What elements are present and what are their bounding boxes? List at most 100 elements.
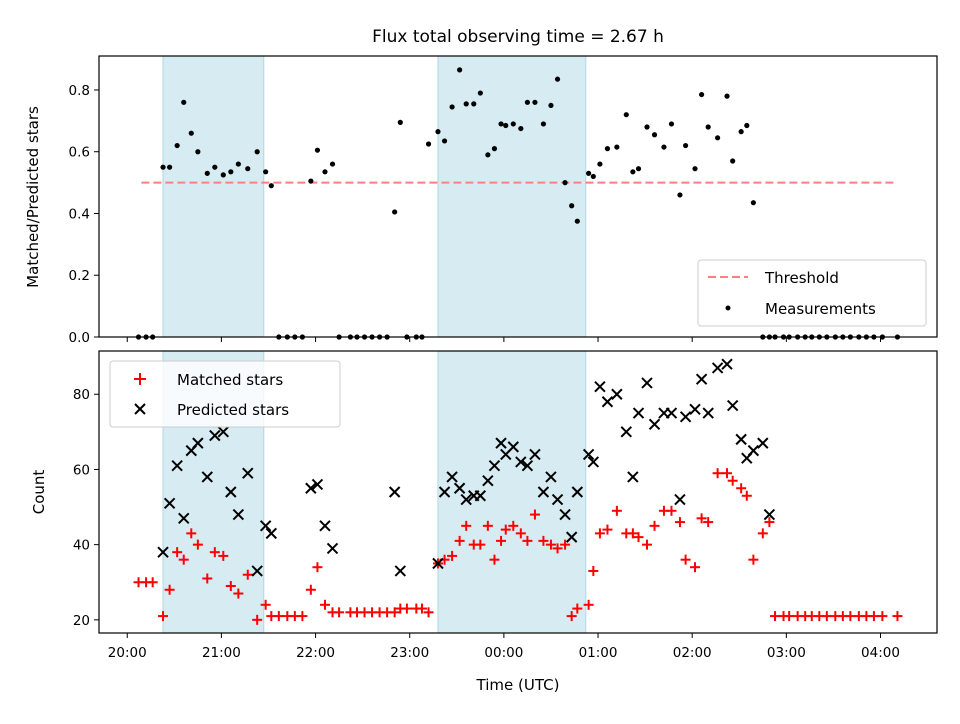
- predicted-stars-point-b: [495, 437, 507, 449]
- predicted-stars-point: [611, 388, 623, 400]
- predicted-stars-point-b: [232, 508, 245, 521]
- x-tick-label: 04:00: [861, 645, 900, 661]
- measurement-point: [449, 104, 455, 110]
- measurement-point: [254, 149, 260, 155]
- measurement-point: [235, 161, 241, 167]
- predicted-stars-point-b: [242, 467, 254, 479]
- matched-stars-point: [649, 520, 660, 531]
- measurement-point: [441, 138, 448, 144]
- predicted-stars-point: [259, 520, 272, 532]
- measurement-point: [630, 169, 636, 175]
- measurement-point: [614, 144, 620, 150]
- measurement-point: [503, 122, 509, 129]
- matched-stars-point: [515, 528, 526, 539]
- measurement-point: [524, 99, 531, 105]
- matched-stars-point: [147, 577, 158, 588]
- y-tick-label: 0.2: [69, 268, 90, 284]
- matched-stars-point: [172, 547, 183, 558]
- legend-bottom-box: [109, 360, 341, 428]
- predicted-stars-point: [157, 546, 169, 558]
- matched-stars-point: [727, 475, 738, 486]
- measurement-point: [574, 218, 580, 224]
- predicted-stars-point-b: [711, 362, 724, 374]
- predicted-stars-point: [571, 486, 584, 498]
- predicted-stars-point-b: [726, 399, 739, 412]
- measurement-point: [635, 166, 642, 172]
- predicted-stars-point-b: [601, 396, 614, 408]
- predicted-stars-point: [232, 508, 245, 521]
- predicted-stars-point-b: [201, 471, 213, 483]
- matched-stars-point: [225, 581, 236, 591]
- predicted-stars-point-b: [319, 520, 331, 532]
- predicted-stars-point: [311, 478, 324, 491]
- measurement-point: [661, 144, 667, 150]
- matched-stars-point: [552, 543, 563, 554]
- y-tick-label: 40: [73, 538, 90, 554]
- predicted-stars-point-b: [545, 471, 557, 483]
- predicted-stars-point: [711, 362, 724, 374]
- measurement-point: [491, 146, 498, 152]
- matched-stars-point: [489, 554, 500, 565]
- measurement-point: [485, 152, 491, 158]
- predicted-stars-point-b: [674, 493, 686, 506]
- x-axis-label: Time (UTC): [476, 676, 560, 694]
- matched-stars-point: [666, 505, 677, 516]
- predicted-stars-point: [594, 381, 606, 393]
- y-tick-label: 0.4: [69, 206, 90, 222]
- predicted-stars-point-b: [665, 407, 678, 419]
- matched-stars-point: [583, 599, 594, 610]
- predicted-stars-point: [515, 456, 527, 468]
- matched-stars-point: [757, 528, 768, 539]
- predicted-stars-point: [648, 418, 661, 431]
- matched-stars-point: [594, 528, 605, 539]
- measurement-point: [263, 169, 269, 175]
- matched-stars-point: [423, 607, 434, 618]
- measurement-point: [457, 67, 463, 73]
- matched-stars-point: [252, 614, 263, 625]
- measurement-point: [167, 164, 173, 170]
- matched-stars-point: [877, 611, 888, 622]
- predicted-stars-point: [171, 459, 183, 472]
- matched-stars-point: [712, 468, 723, 479]
- matched-stars-point: [508, 520, 519, 531]
- x-tick-label: 21:00: [202, 645, 241, 661]
- matched-stars-point: [784, 611, 795, 622]
- matched-stars-point: [522, 535, 533, 546]
- measurement-point: [668, 121, 675, 127]
- predicted-stars-point-b: [217, 426, 229, 438]
- measurement-point: [623, 112, 629, 118]
- predicted-stars-point-b: [565, 531, 578, 543]
- measurement-point: [463, 101, 469, 107]
- matched-stars-point: [297, 611, 308, 622]
- predicted-stars-point: [192, 437, 204, 449]
- predicted-stars-point: [521, 459, 534, 472]
- predicted-stars-point-b: [582, 448, 595, 461]
- legend-matched-swatch: [134, 373, 146, 385]
- predicted-stars-point-b: [225, 486, 237, 498]
- predicted-stars-point-b: [305, 482, 317, 494]
- y-tick-label: 0.6: [69, 145, 90, 161]
- predicted-stars-point-b: [482, 475, 494, 487]
- predicted-stars-point-b: [571, 486, 584, 498]
- predicted-stars-point: [695, 373, 708, 385]
- matched-stars-point: [178, 554, 189, 565]
- predicted-stars-point: [587, 456, 600, 468]
- predicted-stars-point: [163, 497, 176, 509]
- measurement-point: [644, 124, 650, 130]
- predicted-stars-point: [757, 437, 769, 449]
- measurement-point: [188, 130, 194, 136]
- matched-stars-point: [868, 611, 879, 622]
- measurement-point: [554, 76, 561, 82]
- matched-stars-point: [233, 588, 244, 599]
- predicted-stars-point-b: [594, 381, 606, 393]
- matched-stars-point: [447, 550, 458, 561]
- matched-stars-point: [722, 468, 733, 479]
- measurement-point: [540, 121, 547, 127]
- predicted-stars-point-b: [157, 546, 169, 558]
- predicted-stars-point: [265, 527, 278, 540]
- matched-stars-point: [764, 517, 775, 528]
- matched-stars-point: [164, 584, 175, 595]
- x-tick-label: 22:00: [296, 645, 335, 661]
- predicted-stars-point-b: [251, 565, 263, 577]
- predicted-stars-point-b: [679, 411, 692, 423]
